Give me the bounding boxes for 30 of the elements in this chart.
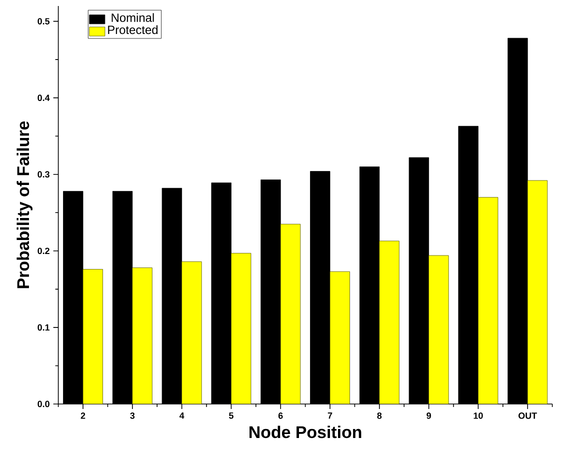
x-tick-label: 10	[474, 412, 483, 419]
y-tick-label: 0.2	[38, 248, 50, 254]
x-tick-label: 4	[179, 412, 184, 419]
bar	[330, 271, 350, 404]
x-tick-label: 3	[130, 412, 135, 419]
x-tick-label: 9	[426, 412, 431, 419]
x-tick-label: 2	[80, 412, 86, 419]
x-tick-label: 7	[328, 412, 332, 419]
legend-label: Protected	[108, 25, 158, 34]
bar	[478, 197, 498, 404]
text: 0.0	[38, 400, 50, 408]
bar	[280, 224, 301, 404]
bar	[379, 240, 400, 404]
y-axis-title: Probability of Failure	[16, 121, 32, 288]
y-tick-label: 0.5	[38, 18, 50, 24]
bar	[82, 269, 103, 404]
x-tick-label: 5	[228, 412, 234, 419]
bar	[182, 261, 202, 404]
y-tick-label: 0.4	[38, 94, 50, 102]
x-tick-label: 8	[377, 412, 382, 419]
legend-label: Nominal	[112, 13, 154, 22]
bar	[527, 180, 548, 404]
bar	[231, 253, 252, 404]
bar	[132, 268, 152, 404]
x-tick-label: 6	[278, 412, 283, 419]
x-axis-title: Node Position	[250, 426, 362, 438]
x-tick-label: OUT	[518, 412, 537, 419]
y-tick-label: 0.3	[38, 171, 50, 178]
y-tick-label: 0.1	[38, 324, 50, 331]
bar	[428, 255, 449, 404]
